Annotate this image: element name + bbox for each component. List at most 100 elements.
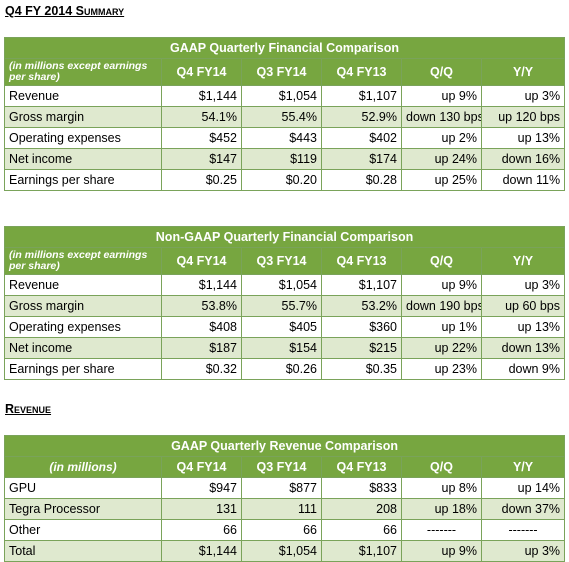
table-cell: 55.4% (241, 106, 322, 128)
unit-label: (in millions) (4, 456, 162, 478)
table-cell: 52.9% (321, 106, 402, 128)
table-cell: up 1% (401, 316, 482, 338)
table-cell: $0.32 (161, 358, 242, 380)
table-cell: down 13% (480, 337, 566, 359)
column-header: Q/Q (401, 247, 482, 275)
row-label: Earnings per share (4, 358, 162, 380)
table-cell: up 8% (401, 477, 482, 499)
table-cell: $1,054 (241, 274, 322, 296)
table-row: Other 66 66 66 ------- ------- (4, 519, 566, 541)
column-header: Y/Y (480, 58, 566, 86)
table-cell: up 3% (480, 274, 566, 296)
table-cell: up 25% (401, 169, 482, 191)
summary-heading: Q4 FY 2014 Summary (5, 4, 125, 18)
column-header: Q4 FY13 (321, 58, 402, 86)
table-cell: up 2% (401, 127, 482, 149)
row-label: Operating expenses (4, 127, 162, 149)
row-label: Tegra Processor (4, 498, 162, 520)
row-label: Gross margin (4, 106, 162, 128)
nongaap-financial-table: Non-GAAP Quarterly Financial Comparison(… (3, 226, 566, 380)
column-header: Q/Q (401, 456, 482, 478)
table-cell: $187 (161, 337, 242, 359)
table-cell: ------- (480, 519, 566, 541)
column-header: Y/Y (480, 456, 566, 478)
table-row: Revenue $1,144 $1,054 $1,107 up 9% up 3% (4, 85, 566, 107)
table-cell: $1,144 (161, 85, 242, 107)
column-header: Q/Q (401, 58, 482, 86)
table-cell: $452 (161, 127, 242, 149)
table-cell: $0.28 (321, 169, 402, 191)
unit-label: (in millions except earnings per share) (4, 58, 162, 86)
table-cell: $443 (241, 127, 322, 149)
table-cell: up 18% (401, 498, 482, 520)
table-cell: up 13% (480, 127, 566, 149)
table-cell: 53.2% (321, 295, 402, 317)
table-cell: up 3% (480, 540, 566, 562)
column-header: Q4 FY14 (161, 58, 242, 86)
table-cell: 53.8% (161, 295, 242, 317)
table-cell: $119 (241, 148, 322, 170)
table-cell: 66 (161, 519, 242, 541)
table-cell: up 9% (401, 274, 482, 296)
table-title: Non-GAAP Quarterly Financial Comparison (3, 226, 566, 248)
column-header: Q3 FY14 (241, 58, 322, 86)
table-cell: down 16% (480, 148, 566, 170)
table-cell: up 9% (401, 540, 482, 562)
table-cell: $833 (321, 477, 402, 499)
table-row: Earnings per share $0.32 $0.26 $0.35 up 23% d… (4, 358, 566, 380)
row-label: Net income (4, 148, 162, 170)
table-cell: $147 (161, 148, 242, 170)
table-row: Gross margin 54.1% 55.4% 52.9% down 130 bps u… (4, 106, 566, 128)
table-cell: $408 (161, 316, 242, 338)
table-cell: down 9% (480, 358, 566, 380)
table-cell: down 190 bps (401, 295, 482, 317)
row-label: Revenue (4, 274, 162, 296)
row-label: Other (4, 519, 162, 541)
table-cell: $0.35 (321, 358, 402, 380)
table-row: Net income $187 $154 $215 up 22% down 13% (4, 337, 566, 359)
table-cell: up 9% (401, 85, 482, 107)
table-cell: down 11% (480, 169, 566, 191)
table-cell: 111 (241, 498, 322, 520)
table-cell: 208 (321, 498, 402, 520)
table-row: Earnings per share $0.25 $0.20 $0.28 up 25% d… (4, 169, 566, 191)
table-cell: ------- (401, 519, 482, 541)
table-cell: $402 (321, 127, 402, 149)
table-cell: $360 (321, 316, 402, 338)
unit-label: (in millions except earnings per share) (4, 247, 162, 275)
column-header: Y/Y (480, 247, 566, 275)
table-row: Operating expenses $408 $405 $360 up 1% up 13… (4, 316, 566, 338)
table-cell: 66 (241, 519, 322, 541)
table-cell: $0.26 (241, 358, 322, 380)
table-row: Operating expenses $452 $443 $402 up 2% up 13… (4, 127, 566, 149)
row-label: Earnings per share (4, 169, 162, 191)
table-row: Tegra Processor 131 111 208 up 18% down 37% (4, 498, 566, 520)
table-cell: 55.7% (241, 295, 322, 317)
table-cell: 54.1% (161, 106, 242, 128)
table-cell: $1,107 (321, 85, 402, 107)
table-cell: up 23% (401, 358, 482, 380)
table-cell: down 37% (480, 498, 566, 520)
column-header: Q4 FY14 (161, 456, 242, 478)
table-cell: $1,054 (241, 85, 322, 107)
revenue-table: GAAP Quarterly Revenue Comparison (in mil… (3, 435, 566, 562)
table-cell: $174 (321, 148, 402, 170)
table-cell: up 120 bps (480, 106, 566, 128)
table-cell: $1,144 (161, 540, 242, 562)
table-title: GAAP Quarterly Financial Comparison (3, 37, 566, 59)
table-cell: $947 (161, 477, 242, 499)
table-cell: up 13% (480, 316, 566, 338)
row-label: GPU (4, 477, 162, 499)
gaap-financial-table: GAAP Quarterly Financial Comparison (in m… (3, 37, 566, 191)
row-label: Net income (4, 337, 162, 359)
row-label: Total (4, 540, 162, 562)
table-cell: $1,107 (321, 540, 402, 562)
column-header: Q4 FY13 (321, 247, 402, 275)
revenue-heading: Revenue (5, 402, 52, 416)
table-cell: $1,107 (321, 274, 402, 296)
table-cell: down 130 bps (401, 106, 482, 128)
table-cell: $1,144 (161, 274, 242, 296)
table-row: Total $1,144 $1,054 $1,107 up 9% up 3% (4, 540, 566, 562)
table-cell: up 3% (480, 85, 566, 107)
row-label: Revenue (4, 85, 162, 107)
